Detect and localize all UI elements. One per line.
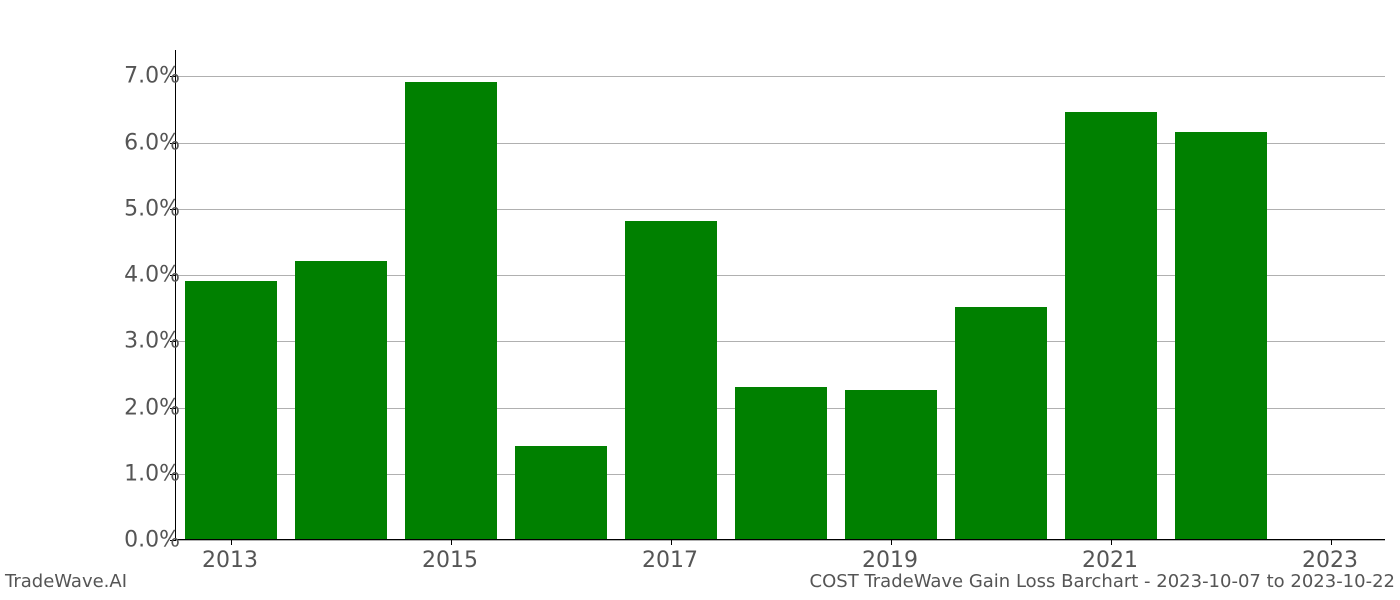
xtick-label: 2019 bbox=[862, 548, 918, 573]
xtick-label: 2013 bbox=[202, 548, 258, 573]
ytick-label: 3.0% bbox=[100, 329, 180, 354]
ytick-label: 2.0% bbox=[100, 395, 180, 420]
ytick-label: 1.0% bbox=[100, 461, 180, 486]
footer-right-label: COST TradeWave Gain Loss Barchart - 2023… bbox=[810, 571, 1395, 592]
bar-2014 bbox=[295, 261, 386, 539]
xtick-label: 2023 bbox=[1302, 548, 1358, 573]
plot-area bbox=[175, 50, 1385, 540]
gridline bbox=[176, 540, 1385, 541]
ytick-label: 4.0% bbox=[100, 263, 180, 288]
bar-2022 bbox=[1175, 132, 1266, 539]
bar-2020 bbox=[955, 307, 1046, 539]
xtick-label: 2017 bbox=[642, 548, 698, 573]
bar-2015 bbox=[405, 82, 496, 539]
ytick-label: 0.0% bbox=[100, 528, 180, 553]
xtick-mark bbox=[671, 539, 672, 545]
xtick-mark bbox=[1111, 539, 1112, 545]
xtick-label: 2021 bbox=[1082, 548, 1138, 573]
ytick-label: 5.0% bbox=[100, 196, 180, 221]
xtick-mark bbox=[891, 539, 892, 545]
xtick-mark bbox=[1331, 539, 1332, 545]
bar-2021 bbox=[1065, 112, 1156, 539]
gridline bbox=[176, 76, 1385, 77]
ytick-label: 6.0% bbox=[100, 130, 180, 155]
ytick-label: 7.0% bbox=[100, 64, 180, 89]
bar-2013 bbox=[185, 281, 276, 539]
footer-left-label: TradeWave.AI bbox=[5, 571, 127, 592]
bar-2019 bbox=[845, 390, 936, 539]
xtick-mark bbox=[231, 539, 232, 545]
bar-2017 bbox=[625, 221, 716, 539]
chart-area bbox=[175, 50, 1385, 540]
xtick-mark bbox=[451, 539, 452, 545]
bar-2018 bbox=[735, 387, 826, 539]
xtick-label: 2015 bbox=[422, 548, 478, 573]
bar-2016 bbox=[515, 446, 606, 539]
